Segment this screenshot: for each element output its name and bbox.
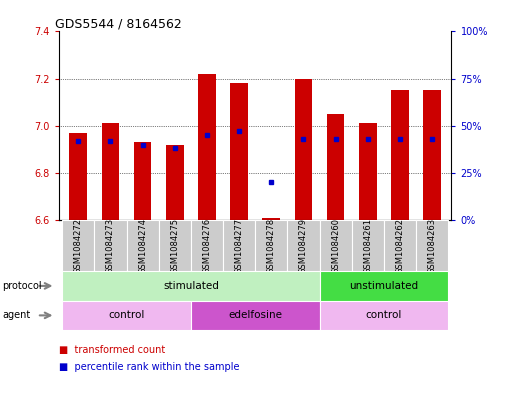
Text: GSM1084260: GSM1084260 [331, 218, 340, 274]
Text: unstimulated: unstimulated [349, 281, 419, 291]
Bar [391, 90, 409, 220]
Bar [423, 90, 441, 220]
Bar [223, 220, 255, 271]
Bar [127, 220, 159, 271]
Text: edelfosine: edelfosine [228, 310, 282, 320]
Text: GSM1084274: GSM1084274 [138, 218, 147, 274]
Text: stimulated: stimulated [163, 281, 219, 291]
Text: GSM1084263: GSM1084263 [428, 218, 437, 274]
Bar [320, 301, 448, 330]
Bar [230, 83, 248, 220]
Bar [166, 145, 184, 220]
Text: protocol: protocol [3, 281, 42, 291]
Text: GDS5544 / 8164562: GDS5544 / 8164562 [55, 17, 182, 30]
Bar [134, 142, 151, 220]
Bar [191, 301, 320, 330]
Bar [159, 220, 191, 271]
Bar [255, 220, 287, 271]
Text: GSM1084276: GSM1084276 [203, 218, 211, 274]
Text: GSM1084261: GSM1084261 [363, 218, 372, 274]
Bar [320, 220, 352, 271]
Bar [62, 220, 94, 271]
Text: ■  transformed count: ■ transformed count [59, 345, 165, 355]
Bar [352, 220, 384, 271]
Bar [94, 220, 127, 271]
Text: GSM1084279: GSM1084279 [299, 218, 308, 274]
Bar [198, 74, 216, 220]
Text: GSM1084262: GSM1084262 [396, 218, 404, 274]
Text: GSM1084277: GSM1084277 [234, 218, 244, 274]
Text: GSM1084273: GSM1084273 [106, 218, 115, 274]
Bar [327, 114, 345, 220]
Bar [191, 220, 223, 271]
Text: agent: agent [3, 310, 31, 320]
Bar [62, 271, 320, 301]
Text: ■  percentile rank within the sample: ■ percentile rank within the sample [59, 362, 240, 373]
Text: GSM1084278: GSM1084278 [267, 218, 276, 274]
Bar [102, 123, 120, 220]
Text: GSM1084272: GSM1084272 [74, 218, 83, 274]
Bar [62, 301, 191, 330]
Bar [287, 220, 320, 271]
Text: control: control [108, 310, 145, 320]
Bar [416, 220, 448, 271]
Text: control: control [366, 310, 402, 320]
Bar [320, 271, 448, 301]
Bar [384, 220, 416, 271]
Bar [263, 218, 280, 220]
Bar [69, 133, 87, 220]
Bar [294, 79, 312, 220]
Bar [359, 123, 377, 220]
Text: GSM1084275: GSM1084275 [170, 218, 180, 274]
